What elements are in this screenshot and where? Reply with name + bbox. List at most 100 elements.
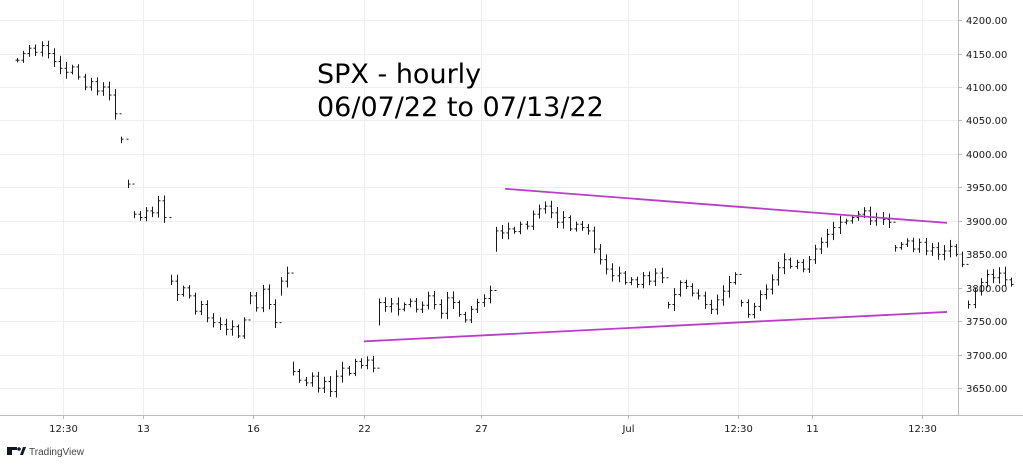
y-tick-label: 3950.00 — [966, 183, 1007, 194]
x-tick-label: 12:30 — [908, 424, 937, 435]
ohlc-bar — [555, 206, 560, 229]
ohlc-bar — [273, 299, 278, 328]
ohlc-bar — [494, 226, 499, 291]
trendlines — [363, 187, 948, 343]
ohlc-bar — [211, 313, 216, 328]
price-axis[interactable]: 4200.00 4150.00 4100.00 4050.00 4000.00 3950.… — [958, 16, 1007, 395]
ohlc-bar — [758, 290, 763, 311]
ohlc-bar — [132, 183, 137, 219]
ohlc-bar — [328, 376, 333, 397]
ohlc-bar — [684, 279, 689, 290]
y-tick-label: 4200.00 — [966, 16, 1007, 27]
ohlc-bar — [138, 210, 143, 221]
ohlc-bar — [285, 266, 290, 288]
ohlc-bar — [193, 292, 198, 315]
ohlc-bar — [795, 259, 800, 270]
ohlc-bar — [991, 269, 996, 284]
ohlc-bar — [518, 221, 523, 235]
ohlc-bar — [451, 291, 456, 309]
ohlc-bar — [162, 195, 167, 223]
ohlc-bar — [205, 300, 210, 323]
ohlc-bar — [696, 289, 701, 300]
ohlc-bar — [911, 237, 916, 253]
price-bars — [15, 40, 1014, 398]
ohlc-bar — [985, 269, 990, 288]
ohlc-bar — [617, 266, 622, 283]
y-tick-label: 3850.00 — [966, 250, 1007, 261]
ohlc-bar — [746, 299, 751, 318]
ohlc-bar — [819, 237, 824, 254]
ohlc-bar — [905, 238, 910, 247]
ohlc-bar — [979, 278, 984, 296]
ohlc-bar — [549, 200, 554, 219]
tradingview-logo[interactable]: TradingView — [7, 447, 85, 458]
ohlc-bar — [770, 274, 775, 295]
ohlc-bar — [997, 267, 1002, 284]
x-tick-label: 22 — [358, 424, 371, 435]
ohlc-bar — [917, 238, 922, 253]
x-tick-label: 13 — [137, 424, 150, 435]
ohlc-bar — [1003, 266, 1008, 287]
ohlc-bar — [267, 284, 272, 310]
ohlc-bar — [15, 58, 20, 63]
ohlc-bar — [973, 287, 978, 309]
ohlc-bar — [893, 221, 898, 252]
ohlc-bar — [942, 245, 947, 261]
resistance-trendline[interactable] — [504, 187, 948, 224]
ohlc-bar — [340, 361, 345, 383]
ohlc-bar — [512, 226, 517, 234]
chart-title: SPX - hourly — [317, 59, 481, 90]
ohlc-bar — [936, 242, 941, 260]
y-tick-label: 3900.00 — [966, 217, 1007, 228]
ohlc-bar — [592, 226, 597, 254]
ohlc-bar — [279, 277, 284, 324]
ohlc-bar — [752, 302, 757, 319]
ohlc-bar — [242, 317, 247, 339]
ohlc-bar — [868, 206, 873, 226]
ohlc-bar — [420, 301, 425, 313]
ohlc-bar — [703, 291, 708, 309]
ohlc-bar — [690, 283, 695, 297]
support-trendline[interactable] — [363, 311, 948, 343]
ohlc-bar — [334, 370, 339, 398]
ohlc-bar — [887, 213, 892, 229]
ohlc-bar — [531, 210, 536, 230]
ohlc-bar — [95, 77, 100, 96]
ohlc-bar — [144, 207, 149, 222]
ohlc-bar — [353, 358, 358, 377]
y-tick-label: 4150.00 — [966, 50, 1007, 61]
ohlc-bar — [126, 138, 131, 189]
y-tick-label: 3750.00 — [966, 317, 1007, 328]
ohlc-bar — [488, 285, 493, 304]
ohlc-bar — [739, 273, 744, 307]
ohlc-bar — [801, 259, 806, 273]
ohlc-bar — [598, 244, 603, 265]
ohlc-bar — [924, 238, 929, 256]
ohlc-bar — [469, 306, 474, 324]
ohlc-bar — [58, 55, 63, 75]
ohlc-bar — [304, 376, 309, 387]
ohlc-bar — [291, 272, 296, 376]
ohlc-bar — [224, 318, 229, 336]
ohlc-bar — [672, 288, 677, 311]
chart-subtitle: 06/07/22 to 07/13/22 — [317, 92, 604, 123]
ohlc-bar — [727, 276, 732, 298]
ohlc-bar — [543, 201, 548, 214]
ohlc-bar — [396, 297, 401, 316]
x-tick-label: 12:30 — [724, 424, 753, 435]
ohlc-bar — [150, 206, 155, 218]
ohlc-bar — [408, 298, 413, 308]
y-tick-label: 4000.00 — [966, 150, 1007, 161]
time-axis[interactable]: 12:30 13 16 22 27 Jul 12:30 11 12:30 — [49, 415, 937, 435]
ohlc-bar — [574, 221, 579, 232]
ohlc-bar — [365, 356, 370, 370]
ohlc-bar — [561, 211, 566, 229]
ohlc-bar — [199, 300, 204, 315]
ohlc-bar — [218, 317, 223, 330]
ohlc-bar — [776, 261, 781, 286]
ohlc-bar — [844, 218, 849, 225]
ohlc-bar — [721, 285, 726, 306]
ohlc-bar — [537, 204, 542, 219]
ohlc-bar — [475, 298, 480, 313]
ohlc-bar — [874, 212, 879, 226]
